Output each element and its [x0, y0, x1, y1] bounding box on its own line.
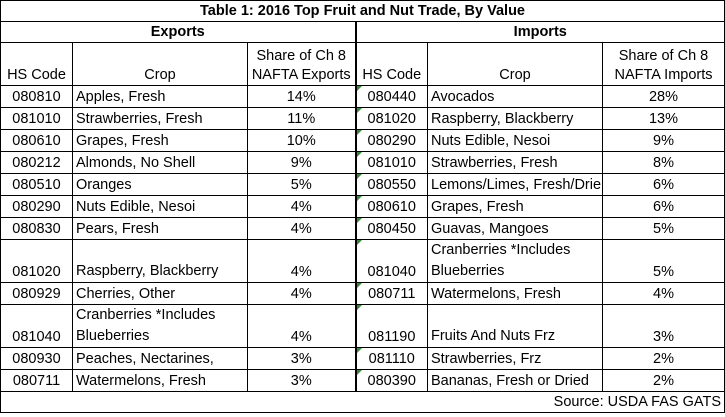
import-crop: Fruits And Nuts Frz	[427, 304, 603, 348]
export-hs-code: 080510	[0, 173, 73, 196]
import-hs-code: 080711	[355, 282, 428, 305]
import-share: 9%	[601, 129, 725, 152]
table-row: 080290 Nuts Edible, Nesoi 4% 080610 Grap…	[0, 195, 725, 218]
import-share: 6%	[601, 195, 725, 218]
import-crop: Raspberry, Blackberry	[427, 107, 603, 130]
export-crop: Cranberries *Includes Blueberries	[72, 304, 248, 348]
import-share: 5%	[601, 239, 725, 283]
table-title: Table 1: 2016 Top Fruit and Nut Trade, B…	[0, 0, 725, 22]
import-hs-code: 081020	[355, 107, 428, 130]
imports-share-header: Share of Ch 8 NAFTA Imports	[601, 42, 725, 86]
export-share: 11%	[247, 107, 357, 130]
import-share: 4%	[601, 282, 725, 305]
export-hs-code: 080610	[0, 129, 73, 152]
import-hs-code: 080550	[355, 173, 428, 196]
import-crop: Strawberries, Frz	[427, 347, 603, 370]
export-hs-code: 081010	[0, 107, 73, 130]
export-crop: Oranges	[72, 173, 248, 196]
import-hs-code: 080390	[355, 369, 428, 392]
import-share: 2%	[601, 347, 725, 370]
export-share: 9%	[247, 151, 357, 174]
export-crop: Raspberry, Blackberry	[72, 239, 248, 283]
table-row: 080930 Peaches, Nectarines, 3% 081110 St…	[0, 347, 725, 370]
export-hs-code: 080290	[0, 195, 73, 218]
export-hs-code: 080929	[0, 282, 73, 305]
import-crop: Bananas, Fresh or Dried	[427, 369, 603, 392]
export-share: 10%	[247, 129, 357, 152]
export-share: 4%	[247, 217, 357, 240]
import-hs-code: 081190	[355, 304, 428, 348]
import-crop: Lemons/Limes, Fresh/Drie	[427, 173, 603, 196]
import-hs-code: 081110	[355, 347, 428, 370]
import-crop: Strawberries, Fresh	[427, 151, 603, 174]
export-crop: Pears, Fresh	[72, 217, 248, 240]
export-share: 3%	[247, 369, 357, 392]
import-hs-code: 080450	[355, 217, 428, 240]
export-hs-code: 080711	[0, 369, 73, 392]
table-row: 081040 Cranberries *Includes Blueberries…	[0, 304, 725, 348]
export-crop: Watermelons, Fresh	[72, 369, 248, 392]
export-hs-code: 080212	[0, 151, 73, 174]
exports-share-header: Share of Ch 8 NAFTA Exports	[247, 42, 357, 86]
table-row: 080711 Watermelons, Fresh 3% 080390 Bana…	[0, 369, 725, 392]
exports-hs-code-header: HS Code	[0, 42, 73, 86]
table-row: 081010 Strawberries, Fresh 11% 081020 Ra…	[0, 107, 725, 130]
import-crop: Guavas, Mangoes	[427, 217, 603, 240]
table-row: 080830 Pears, Fresh 4% 080450 Guavas, Ma…	[0, 217, 725, 240]
imports-crop-header: Crop	[427, 42, 603, 86]
source-note: Source: USDA FAS GATS	[0, 391, 725, 413]
table-row: 080810 Apples, Fresh 14% 080440 Avocados…	[0, 85, 725, 108]
table-row: 080510 Oranges 5% 080550 Lemons/Limes, F…	[0, 173, 725, 196]
imports-hs-code-header: HS Code	[355, 42, 428, 86]
export-share: 3%	[247, 347, 357, 370]
export-hs-code: 080830	[0, 217, 73, 240]
export-hs-code: 080810	[0, 85, 73, 108]
exports-crop-header: Crop	[72, 42, 248, 86]
table-row: 081020 Raspberry, Blackberry 4% 081040 C…	[0, 239, 725, 283]
import-crop: Avocados	[427, 85, 603, 108]
import-hs-code: 080610	[355, 195, 428, 218]
export-hs-code: 081040	[0, 304, 73, 348]
import-share: 6%	[601, 173, 725, 196]
import-hs-code: 081040	[355, 239, 428, 283]
import-crop: Grapes, Fresh	[427, 195, 603, 218]
export-share: 4%	[247, 239, 357, 283]
export-hs-code: 080930	[0, 347, 73, 370]
import-share: 5%	[601, 217, 725, 240]
imports-section-header: Imports	[354, 21, 725, 43]
import-share: 2%	[601, 369, 725, 392]
export-hs-code: 081020	[0, 239, 73, 283]
import-crop: Nuts Edible, Nesoi	[427, 129, 603, 152]
table-row: 080929 Cherries, Other 4% 080711 Waterme…	[0, 282, 725, 305]
export-crop: Cherries, Other	[72, 282, 248, 305]
export-share: 4%	[247, 304, 357, 348]
import-crop: Watermelons, Fresh	[427, 282, 603, 305]
export-crop: Nuts Edible, Nesoi	[72, 195, 248, 218]
import-share: 13%	[601, 107, 725, 130]
export-share: 4%	[247, 195, 357, 218]
import-crop: Cranberries *Includes Blueberries	[427, 239, 603, 283]
import-share: 8%	[601, 151, 725, 174]
export-share: 4%	[247, 282, 357, 305]
import-hs-code: 081010	[355, 151, 428, 174]
table-row: 080212 Almonds, No Shell 9% 081010 Straw…	[0, 151, 725, 174]
export-crop: Almonds, No Shell	[72, 151, 248, 174]
import-hs-code: 080290	[355, 129, 428, 152]
import-hs-code: 080440	[355, 85, 428, 108]
exports-section-header: Exports	[0, 21, 357, 43]
export-crop: Strawberries, Fresh	[72, 107, 248, 130]
export-share: 14%	[247, 85, 357, 108]
export-crop: Peaches, Nectarines,	[72, 347, 248, 370]
table-row: 080610 Grapes, Fresh 10% 080290 Nuts Edi…	[0, 129, 725, 152]
import-share: 3%	[601, 304, 725, 348]
export-crop: Apples, Fresh	[72, 85, 248, 108]
export-crop: Grapes, Fresh	[72, 129, 248, 152]
export-share: 5%	[247, 173, 357, 196]
import-share: 28%	[601, 85, 725, 108]
